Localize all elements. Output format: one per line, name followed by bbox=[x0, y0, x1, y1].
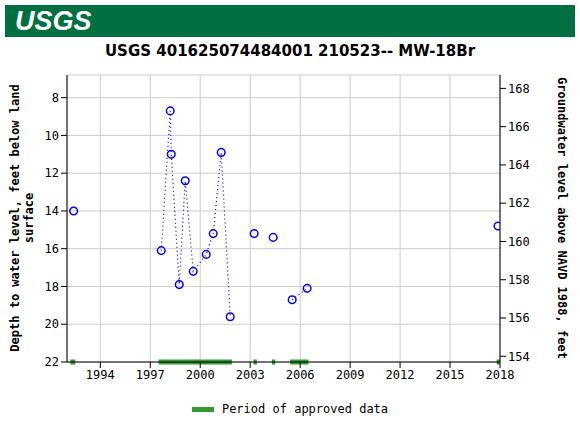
svg-text:156: 156 bbox=[508, 311, 530, 325]
svg-text:2000: 2000 bbox=[186, 368, 215, 382]
html-text:USGS: USGS bbox=[15, 6, 92, 36]
svg-text:18: 18 bbox=[45, 280, 59, 294]
html-text:USGS 401625074484001 210523--: USGS 401625074484001 210523-- MW-18Br bbox=[104, 42, 476, 60]
svg-text:162: 162 bbox=[508, 196, 530, 210]
svg-text:168: 168 bbox=[508, 82, 530, 96]
svg-text:2003: 2003 bbox=[236, 368, 265, 382]
svg-text:158: 158 bbox=[508, 273, 530, 287]
svg-text:14: 14 bbox=[45, 204, 59, 218]
svg-text:22: 22 bbox=[45, 355, 59, 369]
html-text:Period of approved data: Period of approved data bbox=[221, 402, 389, 416]
svg-text:20: 20 bbox=[45, 317, 59, 331]
svg-text:2018: 2018 bbox=[486, 368, 515, 382]
svg-text:1994: 1994 bbox=[86, 368, 115, 382]
html-text:Groundwater level above NAVD 1: Groundwater level above NAVD 1988, feet bbox=[555, 77, 569, 359]
svg-text:1997: 1997 bbox=[136, 368, 165, 382]
svg-text:154: 154 bbox=[508, 350, 530, 364]
svg-text:12: 12 bbox=[45, 166, 59, 180]
svg-text:10: 10 bbox=[45, 129, 59, 143]
html-text:Depth to water level, feet bel: Depth to water level, feet below land su… bbox=[8, 84, 36, 352]
svg-text:2009: 2009 bbox=[336, 368, 365, 382]
svg-text:2012: 2012 bbox=[386, 368, 415, 382]
svg-text:16: 16 bbox=[45, 242, 59, 256]
svg-text:2015: 2015 bbox=[436, 368, 465, 382]
svg-text:164: 164 bbox=[508, 158, 530, 172]
svg-text:8: 8 bbox=[52, 91, 59, 105]
svg-text:166: 166 bbox=[508, 120, 530, 134]
svg-text:160: 160 bbox=[508, 235, 530, 249]
svg-text:2006: 2006 bbox=[286, 368, 315, 382]
